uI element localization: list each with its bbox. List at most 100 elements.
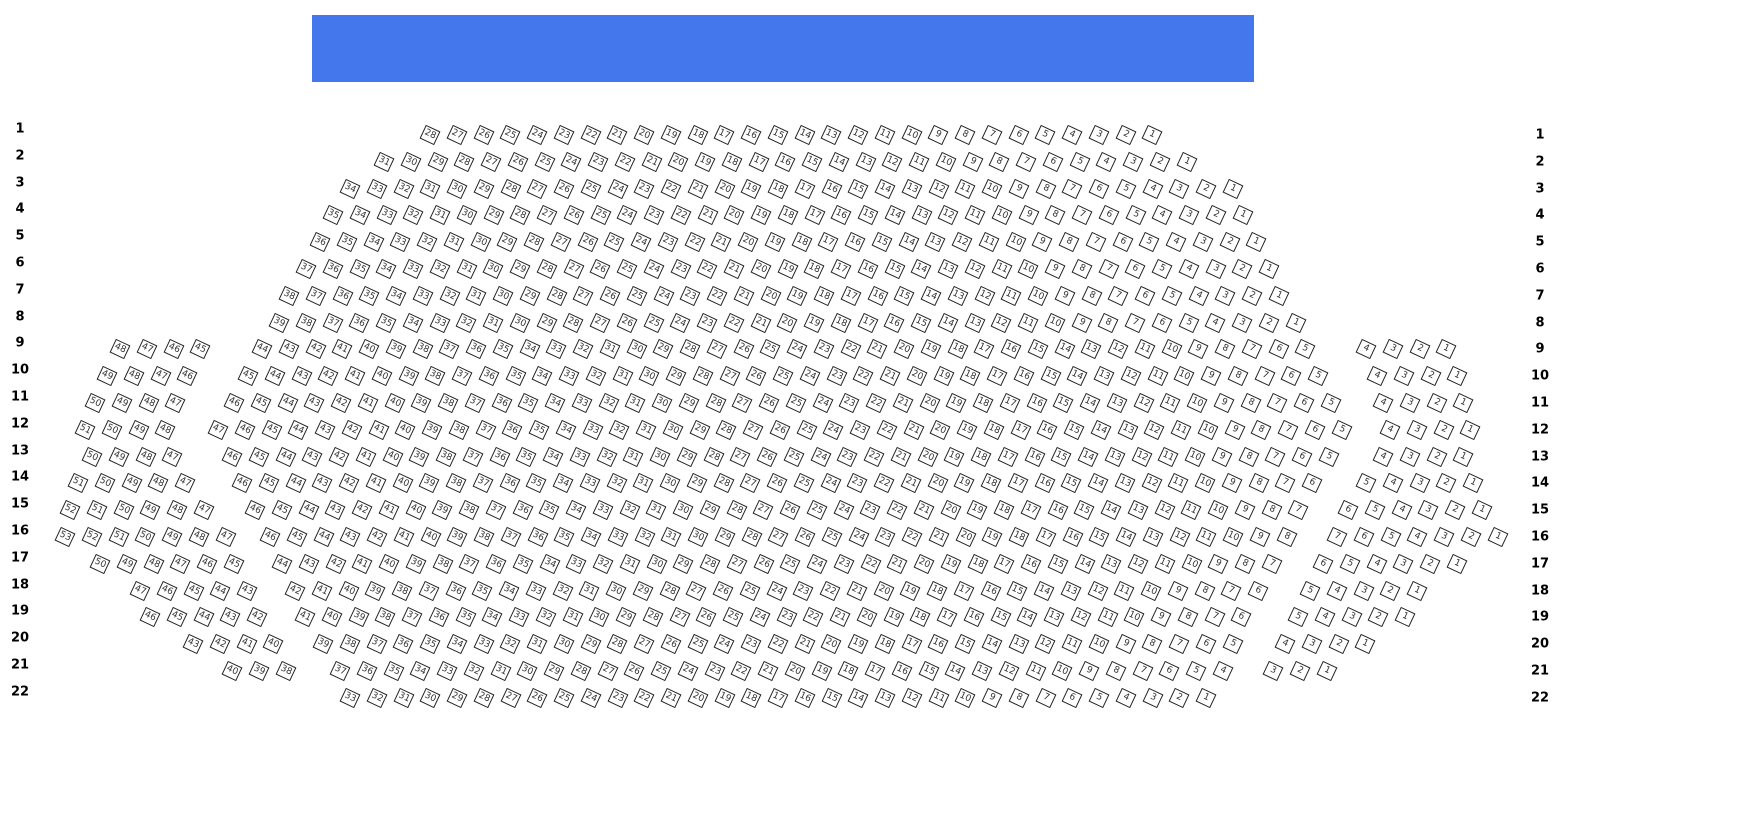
- seat[interactable]: 11: [954, 178, 976, 199]
- seat[interactable]: 17: [748, 151, 769, 172]
- seat[interactable]: 30: [626, 339, 647, 360]
- seat[interactable]: 21: [829, 607, 851, 628]
- seat[interactable]: 25: [821, 526, 843, 548]
- seat[interactable]: 12: [974, 285, 995, 306]
- seat[interactable]: 39: [410, 392, 432, 414]
- seat[interactable]: 11: [978, 232, 1000, 253]
- seat[interactable]: 31: [624, 392, 646, 414]
- seat[interactable]: 18: [874, 634, 896, 655]
- seat[interactable]: 36: [392, 634, 414, 655]
- seat[interactable]: 23: [553, 124, 575, 146]
- seat[interactable]: 35: [419, 634, 441, 655]
- seat[interactable]: 14: [910, 258, 932, 280]
- seat[interactable]: 12: [964, 258, 986, 280]
- seat[interactable]: 16: [1026, 392, 1047, 414]
- seat[interactable]: 9: [1249, 526, 1271, 548]
- seat[interactable]: 19: [764, 232, 786, 253]
- seat[interactable]: 4: [1274, 634, 1296, 655]
- seat[interactable]: 11: [908, 151, 930, 172]
- seat[interactable]: 7: [1035, 687, 1056, 708]
- seat[interactable]: 9: [1207, 553, 1229, 574]
- seat[interactable]: 40: [384, 392, 405, 414]
- seat[interactable]: 15: [1006, 580, 1028, 601]
- seat[interactable]: 32: [572, 339, 594, 360]
- seat[interactable]: 27: [669, 607, 690, 628]
- seat[interactable]: 47: [164, 392, 186, 414]
- seat[interactable]: 3: [1409, 473, 1430, 494]
- seat[interactable]: 20: [820, 634, 842, 655]
- seat[interactable]: 5: [1125, 205, 1146, 226]
- seat[interactable]: 22: [633, 687, 655, 708]
- seat[interactable]: 28: [546, 285, 567, 306]
- seat[interactable]: 23: [833, 553, 855, 574]
- seat[interactable]: 39: [446, 526, 468, 548]
- seat[interactable]: 42: [330, 392, 352, 414]
- seat[interactable]: 15: [801, 151, 823, 172]
- seat[interactable]: 23: [607, 687, 628, 708]
- seat[interactable]: 6: [1353, 526, 1375, 548]
- seat[interactable]: 1: [1232, 205, 1253, 226]
- seat[interactable]: 41: [355, 446, 377, 467]
- seat[interactable]: 47: [215, 526, 236, 548]
- seat[interactable]: 40: [382, 446, 403, 467]
- seat[interactable]: 33: [436, 660, 458, 682]
- seat[interactable]: 23: [643, 205, 665, 226]
- seat[interactable]: 46: [259, 526, 281, 548]
- seat[interactable]: 21: [750, 312, 771, 333]
- seat[interactable]: 16: [1024, 446, 1045, 467]
- seat[interactable]: 2: [1367, 607, 1389, 628]
- seat[interactable]: 2: [1205, 205, 1227, 226]
- seat[interactable]: 28: [642, 607, 664, 628]
- seat[interactable]: 17: [973, 339, 995, 360]
- seat[interactable]: 26: [660, 634, 682, 655]
- seat[interactable]: 15: [857, 205, 879, 226]
- seat[interactable]: 7: [1132, 660, 1153, 682]
- seat[interactable]: 32: [552, 580, 573, 601]
- seat[interactable]: 31: [599, 339, 621, 360]
- seat[interactable]: 3: [1178, 205, 1200, 226]
- seat[interactable]: 3: [1122, 151, 1144, 172]
- seat[interactable]: 17: [953, 580, 975, 601]
- seat[interactable]: 47: [174, 473, 196, 494]
- seat[interactable]: 9: [1071, 312, 1092, 333]
- seat[interactable]: 12: [1120, 366, 1142, 387]
- seat[interactable]: 33: [376, 205, 397, 226]
- seat[interactable]: 30: [516, 660, 538, 682]
- seat[interactable]: 4: [1382, 473, 1404, 494]
- seat[interactable]: 24: [630, 232, 652, 253]
- seat[interactable]: 1: [1245, 232, 1267, 253]
- seat[interactable]: 18: [687, 124, 708, 146]
- seat[interactable]: 25: [643, 312, 664, 333]
- seat[interactable]: 15: [918, 660, 939, 682]
- seat[interactable]: 24: [653, 285, 674, 306]
- seat[interactable]: 20: [940, 500, 961, 521]
- seat[interactable]: 3: [1399, 446, 1421, 467]
- seat[interactable]: 34: [385, 285, 407, 306]
- seat[interactable]: 20: [784, 660, 806, 682]
- seat[interactable]: 23: [657, 232, 679, 253]
- seat[interactable]: 37: [295, 258, 317, 280]
- seat[interactable]: 9: [1115, 634, 1136, 655]
- seat[interactable]: 4: [1061, 124, 1083, 146]
- seat[interactable]: 12: [1127, 553, 1149, 574]
- seat[interactable]: 10: [1207, 500, 1229, 521]
- seat[interactable]: 41: [351, 553, 373, 574]
- seat[interactable]: 50: [94, 473, 116, 494]
- seat[interactable]: 14: [1054, 339, 1075, 360]
- seat[interactable]: 14: [1079, 392, 1101, 414]
- seat[interactable]: 31: [660, 526, 682, 548]
- seat[interactable]: 31: [635, 419, 657, 440]
- seat[interactable]: 25: [553, 687, 575, 708]
- seat[interactable]: 22: [852, 366, 874, 387]
- seat[interactable]: 37: [462, 446, 484, 467]
- seat[interactable]: 10: [1181, 553, 1202, 574]
- seat[interactable]: 21: [733, 285, 755, 306]
- seat[interactable]: 42: [341, 419, 363, 440]
- seat[interactable]: 11: [874, 124, 896, 146]
- seat[interactable]: 23: [849, 419, 871, 440]
- seat[interactable]: 2: [1328, 634, 1349, 655]
- seat[interactable]: 24: [833, 500, 854, 521]
- seat[interactable]: 9: [1150, 607, 1172, 628]
- seat[interactable]: 11: [1157, 446, 1179, 467]
- seat[interactable]: 25: [722, 607, 744, 628]
